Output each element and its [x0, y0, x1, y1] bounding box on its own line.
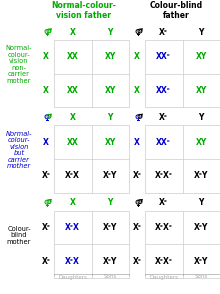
Text: XX: XX	[67, 52, 79, 61]
Text: Daughters: Daughters	[58, 275, 87, 280]
Text: XᶜX: XᶜX	[65, 223, 80, 232]
Text: Y: Y	[199, 198, 204, 207]
Text: Colour-blind
father: Colour-blind father	[149, 1, 203, 20]
Text: Xᶜ: Xᶜ	[159, 28, 168, 36]
Text: X: X	[134, 138, 140, 147]
Text: Daughters: Daughters	[149, 275, 178, 280]
Text: X: X	[70, 113, 76, 122]
Bar	[54, 40, 129, 107]
Text: X: X	[134, 86, 140, 95]
Text: XX: XX	[67, 86, 79, 95]
Bar	[145, 211, 220, 278]
Text: XᶜY: XᶜY	[194, 257, 208, 266]
Text: XᶜXᶜ: XᶜXᶜ	[155, 257, 173, 266]
Text: XY: XY	[105, 86, 116, 95]
Text: XY: XY	[105, 52, 116, 61]
Text: X: X	[43, 86, 49, 95]
Text: Sons: Sons	[104, 275, 117, 280]
Text: XᶜX: XᶜX	[65, 257, 80, 266]
Text: Xᶜ: Xᶜ	[132, 223, 141, 232]
Text: Colour-
blind
mother: Colour- blind mother	[7, 226, 31, 245]
Text: Xᶜ: Xᶜ	[159, 198, 168, 207]
Text: XᶜY: XᶜY	[103, 171, 117, 180]
Text: X: X	[43, 52, 49, 61]
Text: X: X	[43, 138, 49, 147]
Text: Normal-
colour-
vision
non-
carrier
mother: Normal- colour- vision non- carrier moth…	[6, 45, 32, 84]
Text: XᶜY: XᶜY	[103, 223, 117, 232]
Text: Y: Y	[108, 198, 113, 207]
Text: Xᶜ: Xᶜ	[42, 223, 51, 232]
Text: XXᶜ: XXᶜ	[156, 52, 171, 61]
Text: Sons: Sons	[195, 275, 208, 280]
Text: Y: Y	[199, 113, 204, 122]
Text: Xᶜ: Xᶜ	[42, 171, 51, 180]
Text: Xᶜ: Xᶜ	[159, 113, 168, 122]
Text: XᶜY: XᶜY	[194, 171, 208, 180]
Text: Y: Y	[108, 28, 113, 36]
Text: XY: XY	[105, 138, 116, 147]
Text: Xᶜ: Xᶜ	[132, 171, 141, 180]
Text: Normal-colour-
vision father: Normal-colour- vision father	[51, 1, 116, 20]
Bar	[54, 211, 129, 278]
Text: XᶜXᶜ: XᶜXᶜ	[155, 171, 173, 180]
Text: XᶜY: XᶜY	[103, 257, 117, 266]
Text: X: X	[70, 28, 76, 36]
Bar	[145, 125, 220, 193]
Text: Normal-
colour-
vision
but
carrier
mother: Normal- colour- vision but carrier mothe…	[6, 131, 32, 169]
Bar	[54, 125, 129, 193]
Bar	[145, 40, 220, 107]
Text: XᶜXᶜ: XᶜXᶜ	[155, 223, 173, 232]
Text: Y: Y	[199, 28, 204, 36]
Text: X: X	[134, 52, 140, 61]
Text: XX: XX	[67, 138, 79, 147]
Text: XᶜY: XᶜY	[194, 223, 208, 232]
Text: XY: XY	[196, 86, 207, 95]
Text: XXᶜ: XXᶜ	[156, 86, 171, 95]
Text: Y: Y	[108, 113, 113, 122]
Text: XXᶜ: XXᶜ	[156, 138, 171, 147]
Text: Xᶜ: Xᶜ	[132, 257, 141, 266]
Text: XY: XY	[196, 138, 207, 147]
Text: XᶜX: XᶜX	[65, 171, 80, 180]
Text: XY: XY	[196, 52, 207, 61]
Text: X: X	[70, 198, 76, 207]
Text: Xᶜ: Xᶜ	[42, 257, 51, 266]
